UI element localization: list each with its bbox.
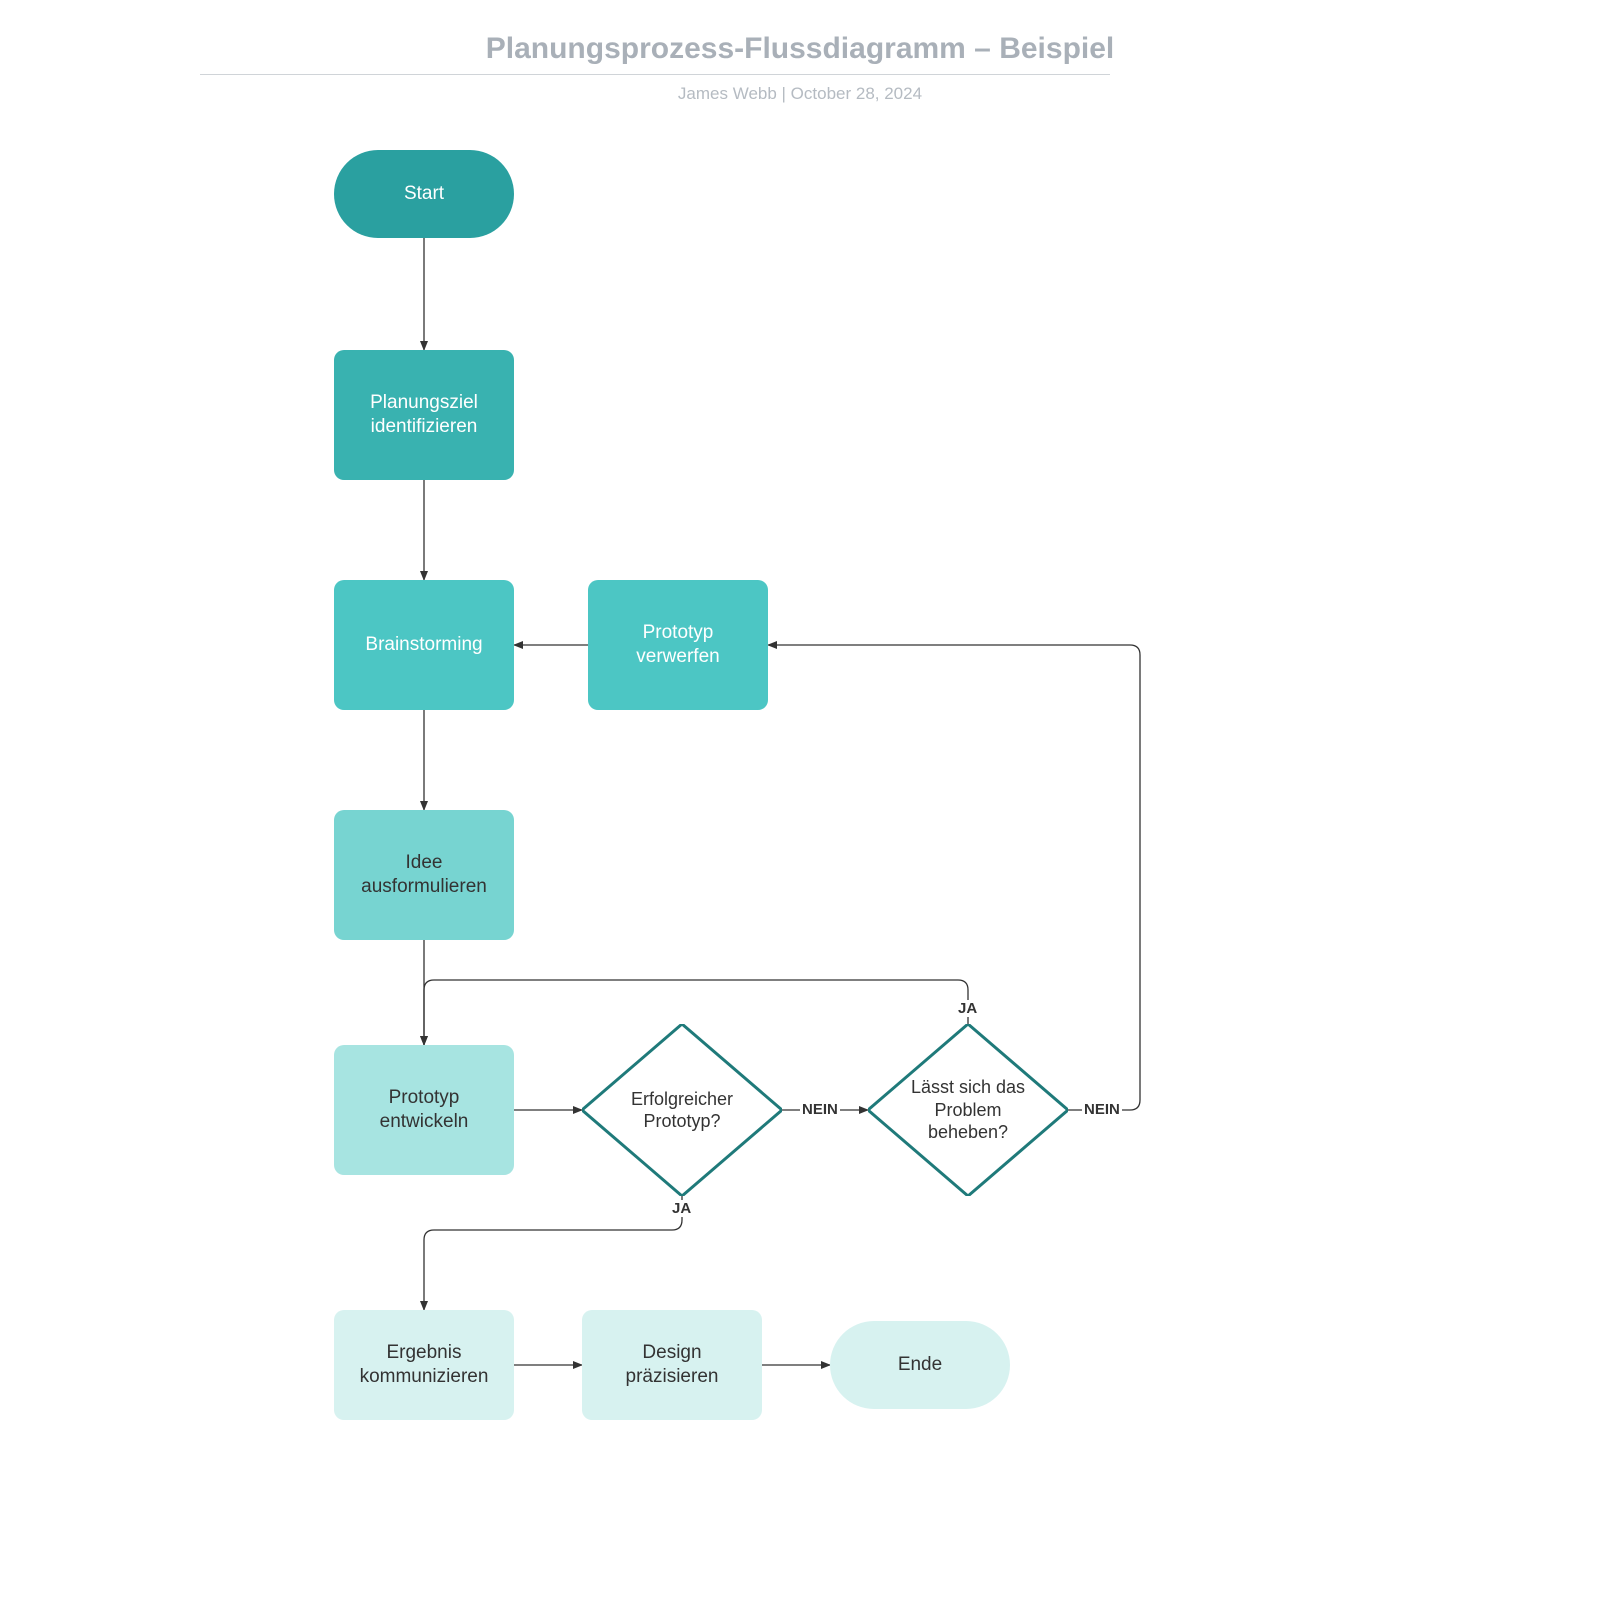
node-success: Erfolgreicher Prototyp? xyxy=(582,1024,782,1196)
node-goal: Planungsziel identifizieren xyxy=(334,350,514,480)
node-label-success: Erfolgreicher Prototyp? xyxy=(631,1088,733,1133)
edge-label-e10: JA xyxy=(670,1200,693,1217)
node-brainstorm: Brainstorming xyxy=(334,580,514,710)
diagram-page: Planungsprozess-Flussdiagramm – Beispiel… xyxy=(0,0,1600,1600)
node-label-goal: Planungsziel identifizieren xyxy=(370,391,478,439)
edge-label-e9: JA xyxy=(956,1000,979,1017)
node-label-refine: Design präzisieren xyxy=(626,1341,719,1389)
node-label-idea: Idee ausformulieren xyxy=(361,851,487,899)
node-label-discard: Prototyp verwerfen xyxy=(636,621,719,669)
edge-label-e7: NEIN xyxy=(1082,1101,1122,1118)
node-idea: Idee ausformulieren xyxy=(334,810,514,940)
node-label-fixable: Lässt sich das Problem beheben? xyxy=(911,1076,1025,1144)
node-label-communicate: Ergebnis kommunizieren xyxy=(360,1341,489,1389)
node-label-end: Ende xyxy=(898,1353,942,1377)
node-communicate: Ergebnis kommunizieren xyxy=(334,1310,514,1420)
node-label-prototype: Prototyp entwickeln xyxy=(380,1086,469,1134)
node-prototype: Prototyp entwickeln xyxy=(334,1045,514,1175)
node-discard: Prototyp verwerfen xyxy=(588,580,768,710)
edge-label-e6: NEIN xyxy=(800,1101,840,1118)
node-label-start: Start xyxy=(404,182,444,206)
node-end: Ende xyxy=(830,1321,1010,1409)
node-fixable: Lässt sich das Problem beheben? xyxy=(868,1024,1068,1196)
node-refine: Design präzisieren xyxy=(582,1310,762,1420)
node-start: Start xyxy=(334,150,514,238)
edge-layer xyxy=(0,0,1600,1600)
node-label-brainstorm: Brainstorming xyxy=(365,633,482,657)
edge-e10 xyxy=(424,1196,682,1310)
